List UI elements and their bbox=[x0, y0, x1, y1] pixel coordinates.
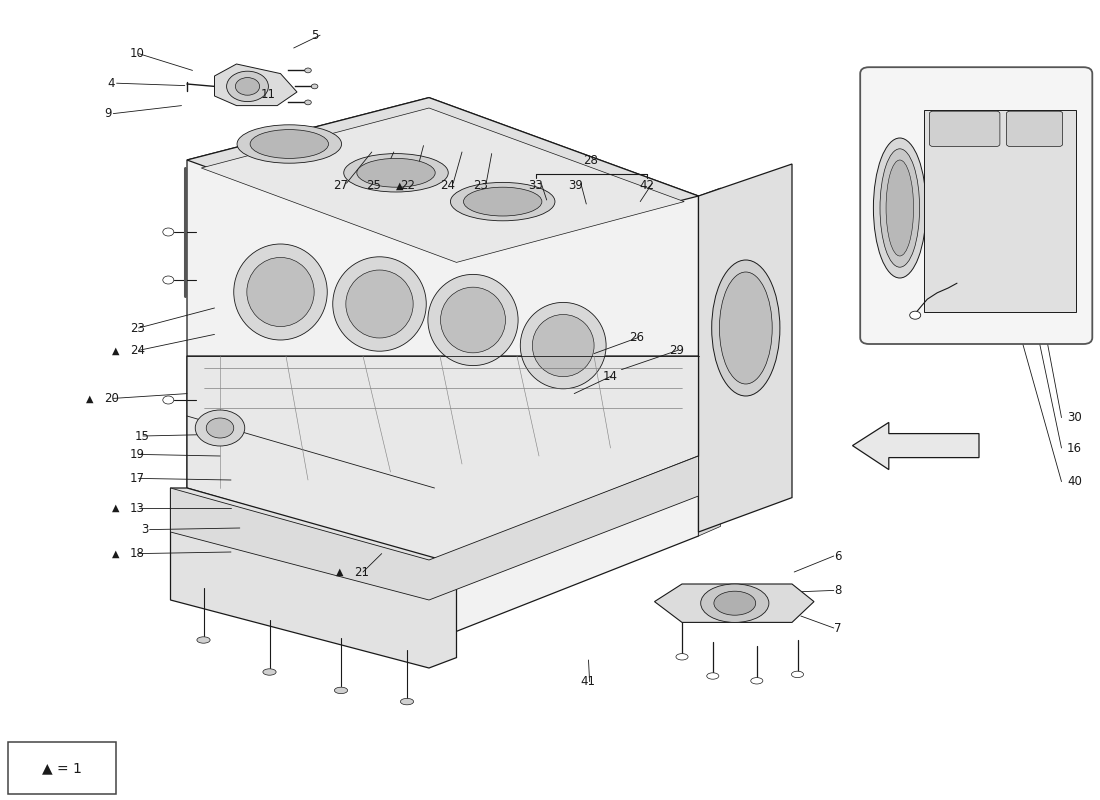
Polygon shape bbox=[698, 188, 720, 536]
Text: ▲: ▲ bbox=[396, 181, 403, 190]
FancyBboxPatch shape bbox=[930, 111, 1000, 146]
Ellipse shape bbox=[345, 270, 414, 338]
Ellipse shape bbox=[428, 274, 518, 366]
Ellipse shape bbox=[440, 287, 506, 353]
Polygon shape bbox=[654, 584, 814, 622]
Text: 24: 24 bbox=[130, 344, 145, 357]
Ellipse shape bbox=[880, 149, 920, 267]
Polygon shape bbox=[170, 488, 456, 668]
Ellipse shape bbox=[712, 260, 780, 396]
Ellipse shape bbox=[233, 244, 328, 340]
Text: 29: 29 bbox=[669, 344, 684, 357]
Text: ▲: ▲ bbox=[112, 503, 119, 513]
Text: 24: 24 bbox=[440, 179, 455, 192]
Polygon shape bbox=[924, 110, 1076, 312]
Ellipse shape bbox=[873, 138, 926, 278]
Ellipse shape bbox=[235, 78, 260, 95]
Ellipse shape bbox=[238, 125, 341, 163]
Ellipse shape bbox=[163, 276, 174, 284]
Text: 20: 20 bbox=[104, 392, 120, 405]
Polygon shape bbox=[214, 64, 297, 106]
Text: 21: 21 bbox=[354, 566, 370, 578]
Text: 15: 15 bbox=[134, 430, 150, 442]
Text: 23: 23 bbox=[473, 179, 488, 192]
Ellipse shape bbox=[334, 687, 348, 694]
Text: 33: 33 bbox=[528, 179, 543, 192]
Polygon shape bbox=[187, 98, 698, 640]
Text: 30: 30 bbox=[1067, 411, 1081, 424]
Ellipse shape bbox=[356, 158, 436, 187]
Ellipse shape bbox=[343, 154, 449, 192]
Polygon shape bbox=[187, 98, 698, 258]
Ellipse shape bbox=[714, 591, 756, 615]
Text: 10: 10 bbox=[130, 47, 145, 60]
Polygon shape bbox=[170, 456, 698, 600]
Ellipse shape bbox=[305, 100, 311, 105]
Text: 8: 8 bbox=[834, 584, 842, 597]
Ellipse shape bbox=[305, 68, 311, 73]
Text: 5: 5 bbox=[311, 29, 319, 42]
Text: 42: 42 bbox=[639, 179, 654, 192]
Text: 11: 11 bbox=[261, 88, 276, 101]
Ellipse shape bbox=[311, 84, 318, 89]
Text: ▲: ▲ bbox=[337, 567, 343, 577]
Ellipse shape bbox=[520, 302, 606, 389]
Text: ▲: ▲ bbox=[112, 549, 119, 558]
Polygon shape bbox=[187, 356, 698, 560]
Text: 23: 23 bbox=[130, 322, 145, 334]
Ellipse shape bbox=[910, 311, 921, 319]
Text: ▲: ▲ bbox=[87, 394, 94, 403]
Text: 39: 39 bbox=[568, 179, 583, 192]
Ellipse shape bbox=[196, 410, 244, 446]
Text: 40: 40 bbox=[1067, 475, 1082, 488]
Text: 27: 27 bbox=[333, 179, 349, 192]
Ellipse shape bbox=[250, 130, 329, 158]
Text: 25: 25 bbox=[366, 179, 382, 192]
FancyBboxPatch shape bbox=[860, 67, 1092, 344]
Ellipse shape bbox=[163, 396, 174, 404]
Text: 16: 16 bbox=[1067, 442, 1082, 454]
Text: 41: 41 bbox=[581, 675, 596, 688]
Text: 13: 13 bbox=[130, 502, 145, 514]
Text: 14: 14 bbox=[603, 370, 618, 382]
Ellipse shape bbox=[207, 418, 233, 438]
Ellipse shape bbox=[675, 654, 689, 660]
Text: 18: 18 bbox=[130, 547, 145, 560]
Polygon shape bbox=[201, 108, 684, 262]
Ellipse shape bbox=[227, 71, 268, 102]
Ellipse shape bbox=[750, 678, 762, 684]
Ellipse shape bbox=[792, 671, 804, 678]
Ellipse shape bbox=[706, 673, 719, 679]
Text: a passion for parts since 1985: a passion for parts since 1985 bbox=[227, 517, 587, 539]
Text: eurospare: eurospare bbox=[204, 429, 610, 499]
Text: 9: 9 bbox=[104, 107, 112, 120]
Text: 3: 3 bbox=[141, 523, 149, 536]
Polygon shape bbox=[698, 164, 792, 532]
Ellipse shape bbox=[701, 584, 769, 622]
Text: ▲: ▲ bbox=[112, 346, 119, 355]
Text: 19: 19 bbox=[130, 448, 145, 461]
FancyBboxPatch shape bbox=[8, 742, 115, 794]
Ellipse shape bbox=[719, 272, 772, 384]
Ellipse shape bbox=[197, 637, 210, 643]
Ellipse shape bbox=[451, 182, 556, 221]
Text: 26: 26 bbox=[629, 331, 645, 344]
Text: 17: 17 bbox=[130, 472, 145, 485]
Text: 4: 4 bbox=[108, 77, 115, 90]
Ellipse shape bbox=[163, 228, 174, 236]
Text: 22: 22 bbox=[400, 179, 416, 192]
Ellipse shape bbox=[887, 160, 913, 256]
Ellipse shape bbox=[263, 669, 276, 675]
Ellipse shape bbox=[532, 314, 594, 377]
Ellipse shape bbox=[463, 187, 542, 216]
Text: ▲ = 1: ▲ = 1 bbox=[42, 761, 81, 775]
Polygon shape bbox=[852, 422, 979, 470]
Text: 7: 7 bbox=[834, 622, 842, 634]
Ellipse shape bbox=[400, 698, 414, 705]
FancyBboxPatch shape bbox=[1006, 111, 1063, 146]
Ellipse shape bbox=[246, 258, 315, 326]
Ellipse shape bbox=[332, 257, 427, 351]
Text: 28: 28 bbox=[583, 154, 598, 166]
Text: 6: 6 bbox=[834, 550, 842, 562]
